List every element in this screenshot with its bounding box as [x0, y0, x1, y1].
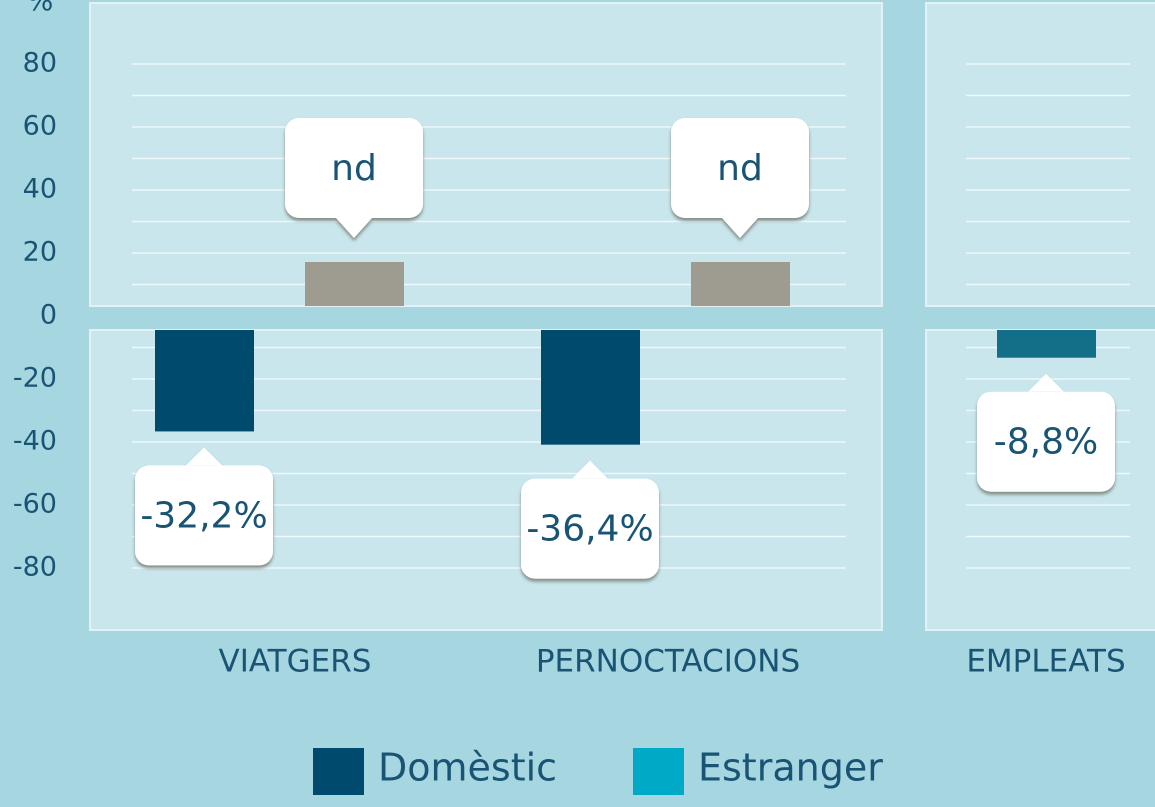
- callout: [135, 447, 273, 566]
- y-tick-label: 40: [23, 174, 57, 205]
- callout-box: [285, 118, 423, 218]
- y-tick-label: -60: [13, 489, 57, 520]
- y-tick-label: -20: [13, 363, 57, 394]
- legend-swatch: [633, 748, 684, 795]
- callout: [977, 373, 1115, 492]
- callout-pointer: [1028, 373, 1064, 392]
- nd-placeholder: [305, 262, 404, 306]
- callout: [671, 118, 809, 238]
- y-tick-label: -40: [13, 426, 57, 457]
- callout-box: [135, 465, 273, 566]
- y-tick-label: 80: [23, 48, 57, 79]
- callout-box: [671, 118, 809, 218]
- legend-label: Estranger: [698, 746, 883, 790]
- data-label: nd: [717, 148, 763, 189]
- y-tick-label: 60: [23, 111, 57, 142]
- bar: [155, 330, 254, 432]
- callout-pointer: [722, 218, 758, 238]
- callout-box: [977, 391, 1115, 492]
- data-label: -32,2%: [140, 495, 267, 536]
- callout-pointer: [572, 460, 608, 479]
- bar: [541, 330, 640, 445]
- callout-box: [521, 478, 659, 579]
- x-tick-label: VIATGERS: [219, 644, 372, 680]
- callout-pointer: [336, 218, 372, 238]
- nd-placeholder: [691, 262, 790, 306]
- data-label: -8,8%: [994, 422, 1098, 463]
- data-label: nd: [331, 148, 377, 189]
- x-tick-label: EMPLEATS: [966, 644, 1125, 680]
- callout: [285, 118, 423, 238]
- y-axis-label: %: [27, 0, 54, 17]
- callout-pointer: [186, 447, 222, 466]
- legend-label: Domèstic: [378, 746, 557, 790]
- panel: [925, 2, 1155, 307]
- legend-swatch: [313, 748, 364, 795]
- x-tick-label: PERNOCTACIONS: [536, 644, 800, 680]
- y-tick-label: 0: [40, 300, 57, 331]
- y-tick-label: -80: [13, 552, 57, 583]
- callout: [521, 460, 659, 579]
- y-tick-label: 20: [23, 237, 57, 268]
- data-label: -36,4%: [526, 509, 653, 550]
- bar: [997, 330, 1096, 358]
